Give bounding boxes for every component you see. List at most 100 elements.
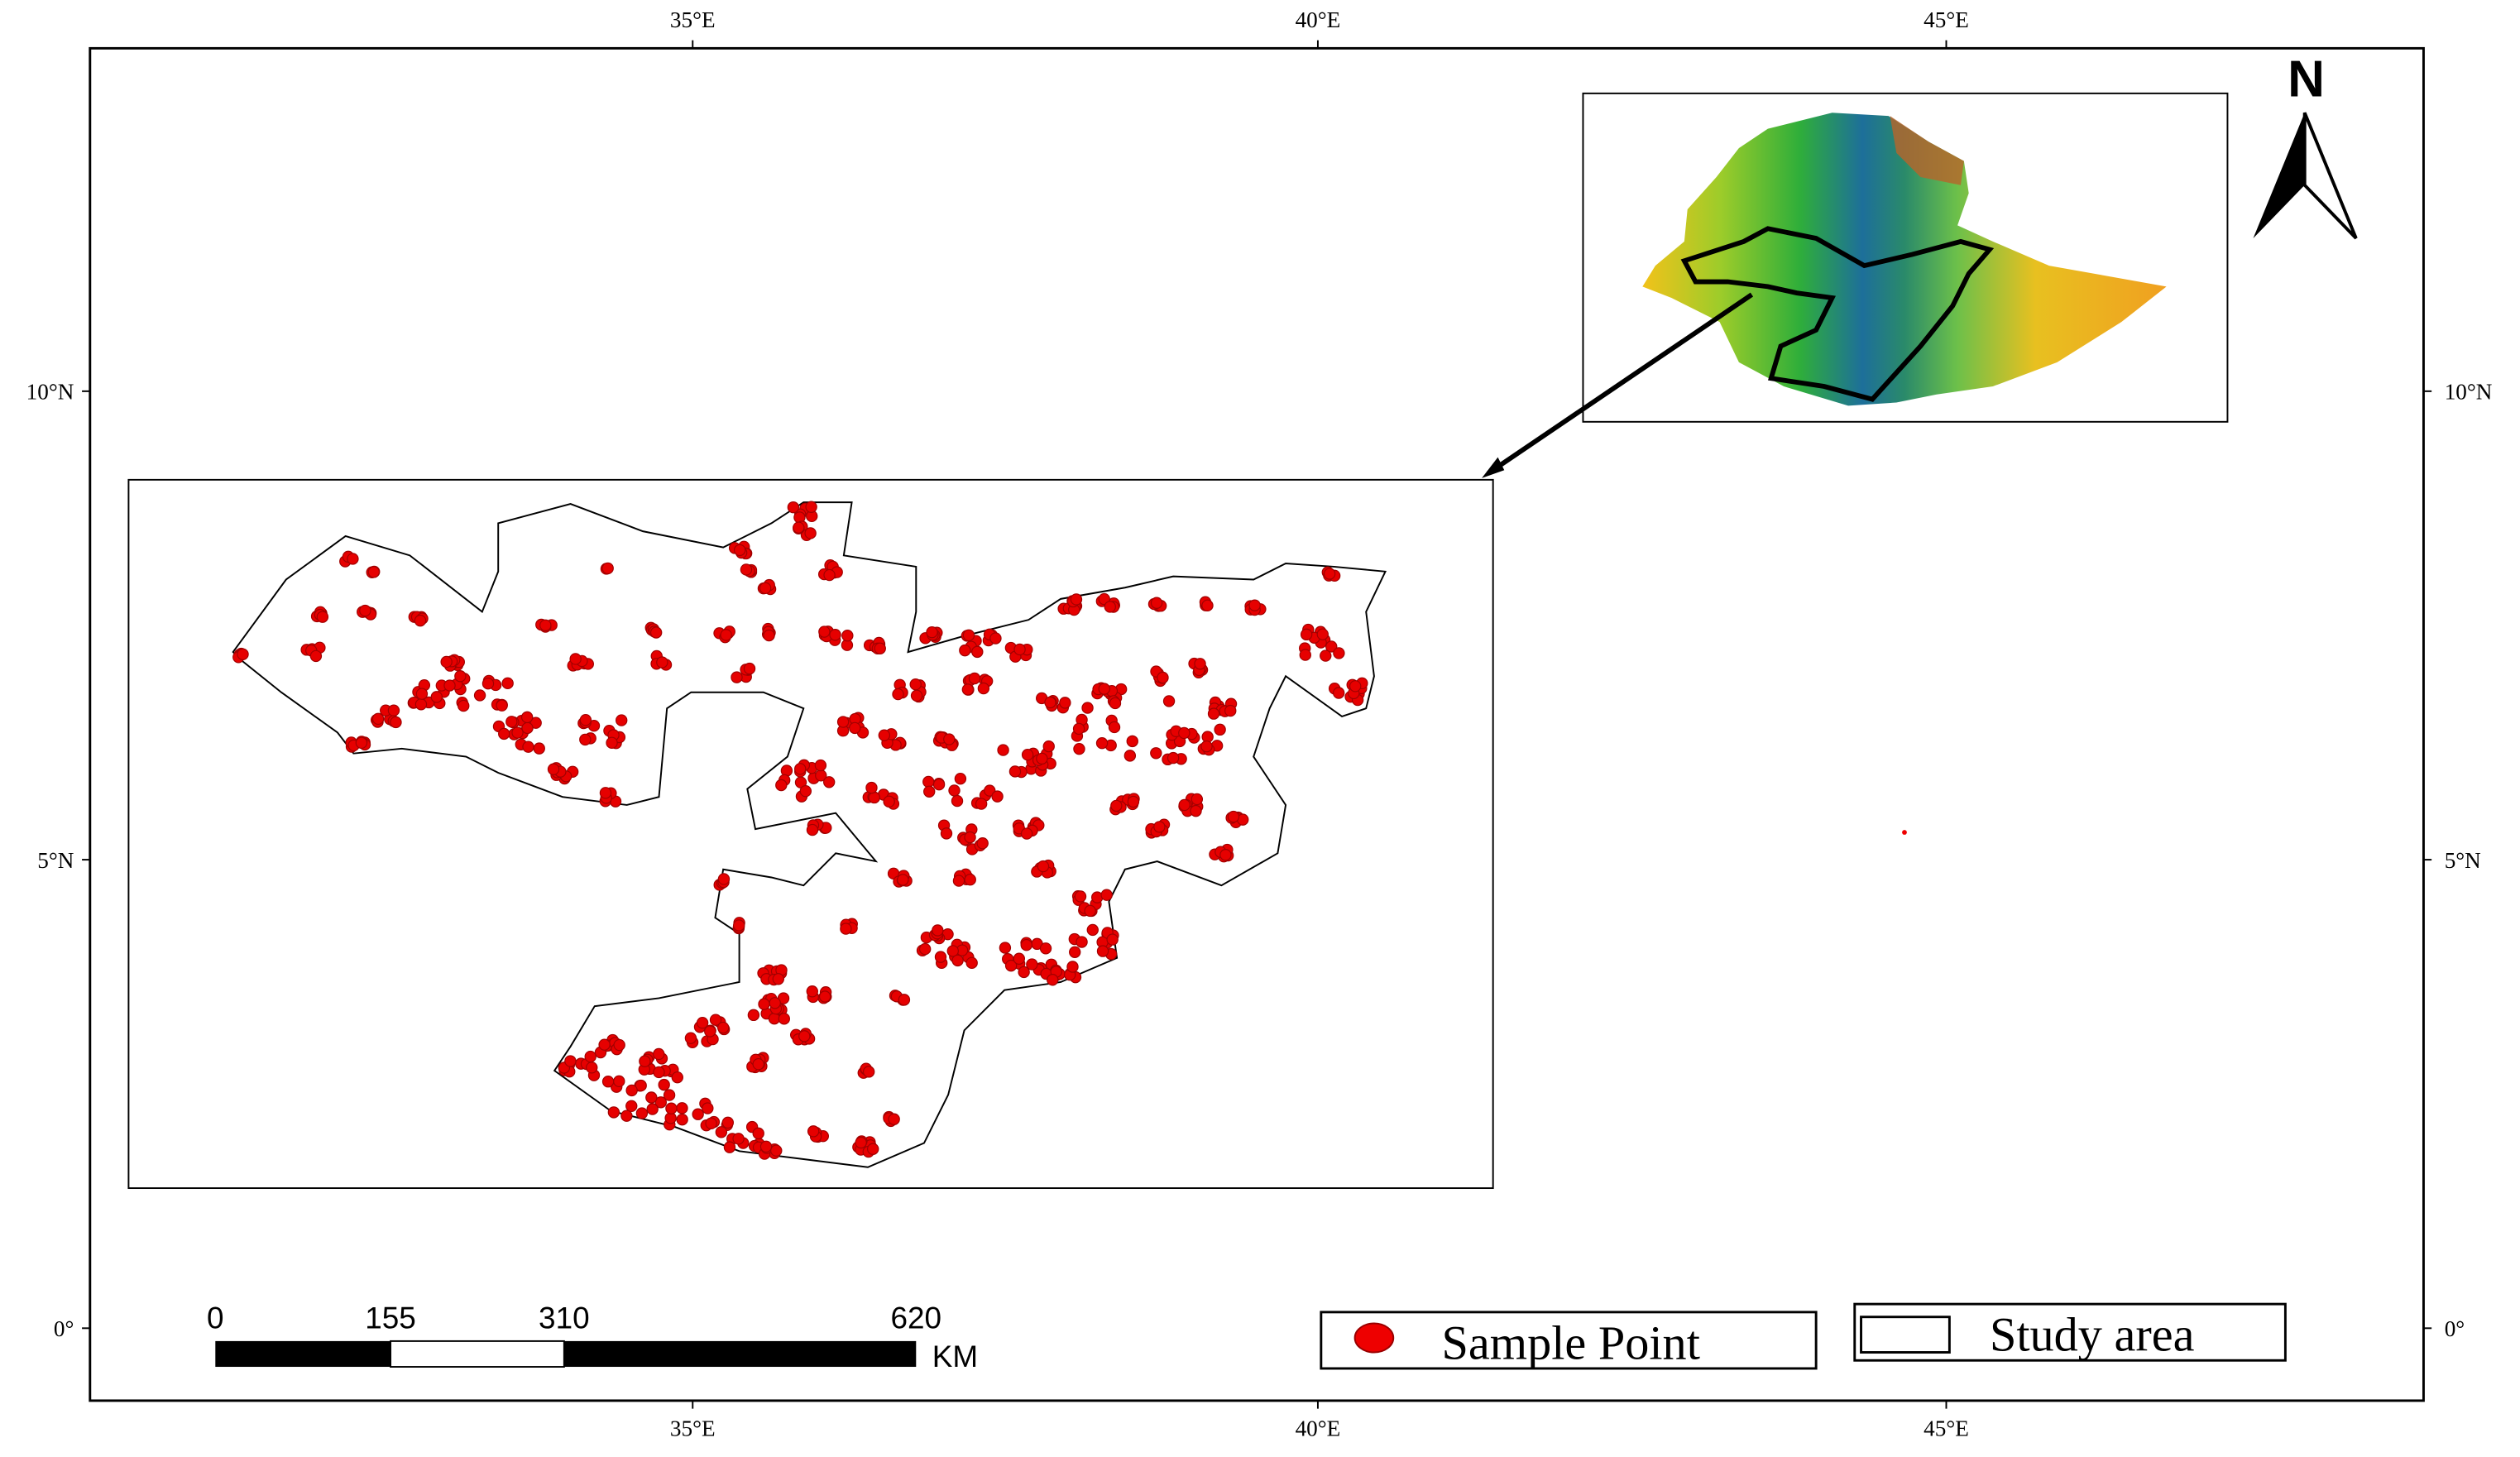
sample-point [1153, 821, 1166, 833]
sample-point [613, 1075, 625, 1088]
sample-point [772, 973, 784, 985]
sample-point [1201, 599, 1214, 612]
sample-point [840, 923, 852, 935]
scale-label: 310 [539, 1301, 590, 1335]
sample-point [999, 942, 1012, 954]
lon-label: 35°E [670, 7, 716, 32]
sample-point [922, 775, 935, 788]
sample-point [961, 683, 975, 696]
sample-point [763, 629, 775, 642]
sample-point [1066, 961, 1079, 973]
sample-point [1042, 740, 1055, 753]
sample-point [533, 742, 545, 755]
sample-point [716, 1021, 730, 1034]
sample-point [1248, 599, 1261, 611]
sample-point [1069, 946, 1081, 958]
sample-point [656, 656, 668, 669]
sample-point [1323, 568, 1336, 580]
sample-point [347, 553, 359, 565]
sample-point [818, 625, 831, 638]
sample-point [1073, 743, 1085, 755]
lat-label: 10°N [26, 380, 74, 405]
lat-label: 5°N [2445, 848, 2481, 873]
sample-point [883, 795, 895, 808]
sample-point [1095, 737, 1109, 750]
sample-point [1081, 702, 1094, 714]
sample-point [868, 791, 880, 804]
sample-point [415, 688, 429, 700]
sample-point [1100, 889, 1113, 901]
sample-point [805, 501, 817, 513]
stray-point [1902, 830, 1907, 835]
sample-point [1072, 722, 1085, 736]
sample-point [743, 662, 756, 675]
sample-point [948, 784, 961, 797]
sample-point [1191, 793, 1204, 806]
sample-point [355, 736, 368, 750]
sample-point [645, 1091, 658, 1104]
legend-symbol [1860, 1316, 1951, 1354]
sample-point [975, 798, 988, 810]
sample-point [715, 1126, 728, 1138]
sample-point [658, 1078, 670, 1091]
sample-point [705, 1117, 717, 1130]
sample-point [676, 1113, 688, 1126]
sample-point [1110, 799, 1123, 812]
north-arrow-left [2253, 113, 2305, 238]
sample-point [654, 1096, 667, 1109]
sample-point [569, 653, 582, 665]
sample-point [599, 787, 612, 799]
sample-point [1126, 735, 1138, 748]
scale-label: 620 [890, 1301, 941, 1335]
lat-label: 0° [54, 1316, 74, 1341]
sample-point [1349, 680, 1362, 693]
sample-point [1299, 649, 1311, 661]
sample-point [962, 629, 975, 642]
sample-point [732, 1133, 745, 1145]
sample-point [1004, 959, 1018, 972]
highland-area [1890, 116, 1964, 185]
sample-point [723, 1141, 736, 1153]
lon-label: 40°E [1296, 1416, 1341, 1441]
sample-point [520, 711, 534, 724]
legend-symbol [1353, 1322, 1395, 1354]
legend-label: Study area [1990, 1308, 2195, 1362]
sample-point [1333, 647, 1345, 659]
sample-point [964, 874, 976, 886]
sample-point [635, 1107, 649, 1119]
map-frame [89, 46, 2425, 1402]
sample-point [1018, 966, 1030, 979]
sample-point [977, 682, 990, 695]
sample-point [804, 527, 817, 539]
sample-point [586, 1062, 598, 1074]
sample-point [454, 670, 467, 683]
sample-point [888, 1113, 900, 1125]
sample-point [799, 784, 812, 798]
sample-point [951, 794, 964, 808]
graticule: 35°E 35°E 40°E 40°E 45°E 45°E 10°N 10°N 5°N 5°N 0°… [26, 7, 2493, 1441]
legend-box [1320, 1311, 1818, 1370]
sample-point [1109, 697, 1122, 710]
north-label: N [2288, 51, 2325, 108]
sample-point [316, 611, 329, 623]
sample-point [702, 1102, 714, 1114]
sample-point [414, 698, 428, 711]
sample-point [371, 712, 385, 726]
sample-point [1036, 752, 1048, 765]
sample-point [625, 1084, 638, 1097]
sample-point [841, 630, 854, 642]
sample-point [798, 1030, 811, 1042]
sample-point [823, 776, 836, 788]
sample-point [1150, 747, 1162, 760]
scale-segment [563, 1340, 917, 1368]
sample-point [758, 998, 770, 1010]
sample-point [458, 699, 470, 712]
sample-point [1106, 933, 1119, 946]
sample-point [775, 779, 788, 792]
lon-label: 35°E [670, 1416, 716, 1441]
sample-point [676, 1102, 688, 1114]
sample-point [473, 689, 486, 702]
sample-point [971, 645, 984, 659]
pointer-arrow [1487, 292, 1754, 476]
sample-point [897, 874, 909, 886]
